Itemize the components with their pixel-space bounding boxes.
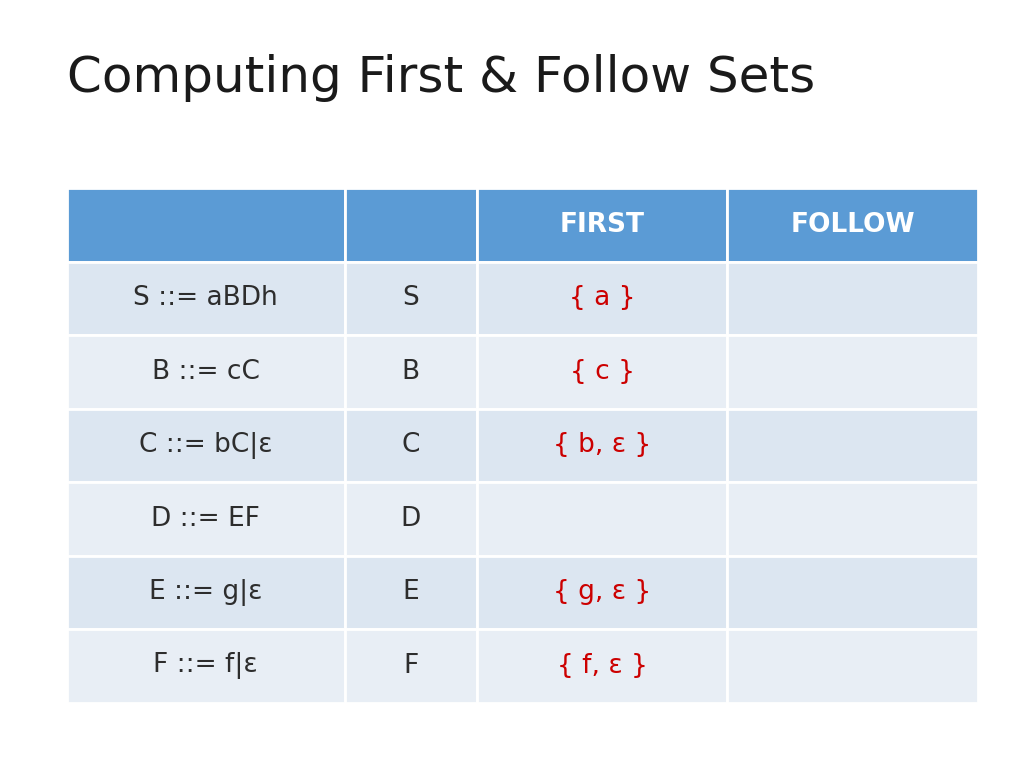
Bar — [727, 556, 978, 629]
Bar — [344, 409, 476, 482]
Text: F ::= f|ε: F ::= f|ε — [154, 653, 258, 680]
Text: B: B — [401, 359, 420, 385]
Bar — [727, 335, 978, 409]
Text: F: F — [403, 653, 418, 679]
Bar — [344, 482, 476, 556]
Bar — [727, 629, 978, 703]
Bar — [67, 188, 344, 262]
Bar — [67, 262, 344, 335]
Bar — [727, 409, 978, 482]
Text: S ::= aBDh: S ::= aBDh — [133, 286, 278, 311]
Text: FOLLOW: FOLLOW — [791, 212, 914, 238]
Text: { f, ε }: { f, ε } — [557, 653, 647, 679]
Bar — [67, 409, 344, 482]
Text: D ::= EF: D ::= EF — [152, 506, 260, 532]
Bar — [476, 262, 727, 335]
Text: E ::= g|ε: E ::= g|ε — [148, 579, 262, 606]
Text: Computing First & Follow Sets: Computing First & Follow Sets — [67, 54, 815, 102]
Text: { b, ε }: { b, ε } — [553, 432, 651, 458]
Bar — [67, 556, 344, 629]
Bar — [476, 409, 727, 482]
Bar — [727, 482, 978, 556]
Bar — [476, 629, 727, 703]
Text: S: S — [402, 286, 419, 311]
Bar — [476, 482, 727, 556]
Bar — [344, 262, 476, 335]
Bar — [344, 335, 476, 409]
Bar — [67, 482, 344, 556]
Bar — [344, 556, 476, 629]
Bar — [67, 335, 344, 409]
Bar — [727, 188, 978, 262]
Bar — [344, 188, 476, 262]
Bar — [727, 262, 978, 335]
Text: { c }: { c } — [569, 359, 635, 385]
Text: C ::= bC|ε: C ::= bC|ε — [139, 432, 272, 459]
Text: C: C — [401, 432, 420, 458]
Text: B ::= cC: B ::= cC — [152, 359, 259, 385]
Bar — [476, 556, 727, 629]
Text: { g, ε }: { g, ε } — [553, 580, 651, 605]
Text: D: D — [400, 506, 421, 532]
Bar — [476, 188, 727, 262]
Bar — [476, 335, 727, 409]
Text: E: E — [402, 580, 419, 605]
Text: FIRST: FIRST — [559, 212, 644, 238]
Bar — [344, 629, 476, 703]
Bar — [67, 629, 344, 703]
Text: { a }: { a } — [568, 286, 635, 311]
